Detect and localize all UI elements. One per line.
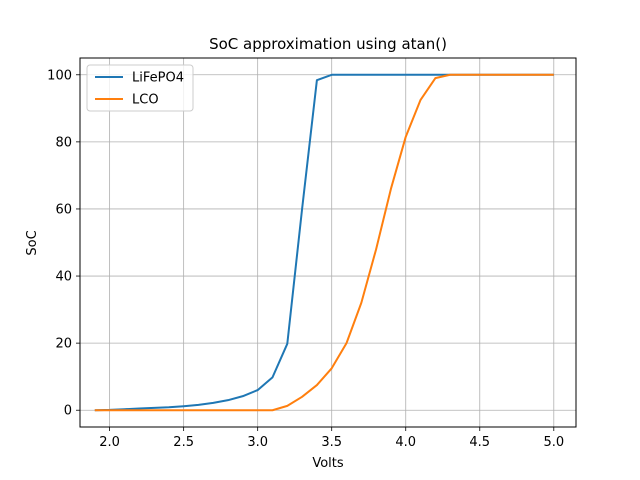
series-line-lco (94, 73, 554, 412)
y-tick-label: 40 (55, 270, 72, 285)
legend-label: LCO (132, 93, 159, 108)
legend-label: LiFePO4 (132, 71, 184, 86)
x-tick-label: 4.5 (469, 435, 490, 450)
plot-frame (79, 57, 577, 428)
y-axis: 0 20 40 60 80 100 (47, 68, 80, 419)
x-axis-title: Volts (312, 456, 344, 471)
x-tick-label: 3.5 (321, 435, 342, 450)
y-axis-title: SoC (25, 230, 40, 255)
x-tick-label: 4.0 (395, 435, 416, 450)
series-layer (94, 73, 554, 412)
chart-title: SoC approximation using atan() (209, 35, 447, 53)
x-tick-label: 2.0 (99, 435, 120, 450)
y-tick-label: 100 (47, 68, 72, 83)
x-tick-label: 5.0 (543, 435, 564, 450)
x-tick-label: 3.0 (247, 435, 268, 450)
y-tick-label: 0 (64, 404, 72, 419)
y-tick-label: 20 (55, 337, 72, 352)
y-tick-label: 60 (55, 202, 72, 217)
legend: LiFePO4 LCO (86, 64, 194, 112)
y-tick-label: 80 (55, 135, 72, 150)
x-axis: 2.0 2.5 3.0 3.5 4.0 4.5 5.0 (99, 427, 564, 450)
x-tick-label: 2.5 (173, 435, 194, 450)
